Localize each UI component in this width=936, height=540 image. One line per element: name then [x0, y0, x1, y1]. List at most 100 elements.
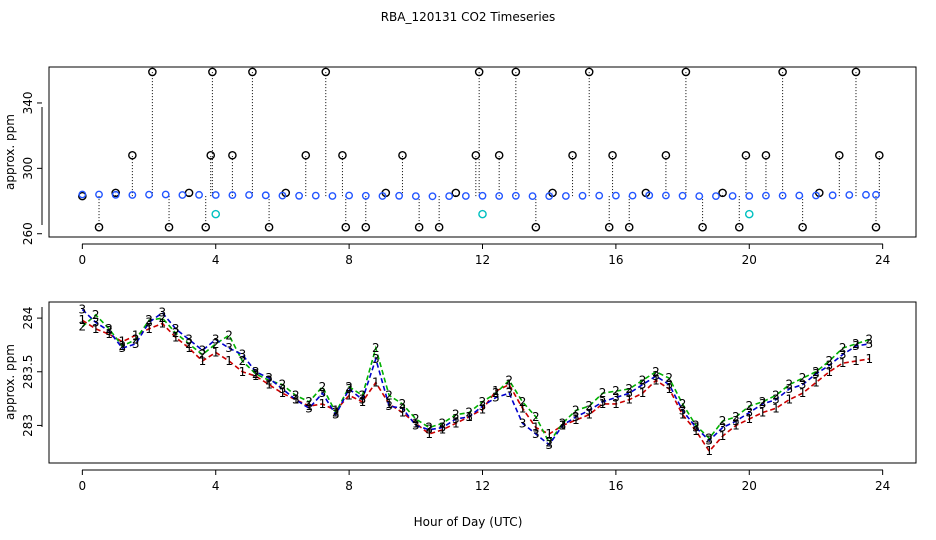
bottom-series-marker-2-9: 3 [199, 343, 207, 357]
bottom-series-marker-2-16: 3 [292, 393, 300, 407]
bottom-series-marker-0-45: 1 [679, 408, 687, 422]
bottom-series-marker-2-43: 3 [652, 369, 660, 383]
bottom-series-marker-2-35: 3 [545, 438, 553, 452]
bottom-series-marker-0-34: 1 [532, 421, 540, 435]
x-tick-label-1-0: 0 [79, 479, 87, 493]
bottom-series-marker-1-33: 2 [519, 395, 527, 409]
bottom-series-marker-0-52: 1 [772, 401, 780, 415]
bottom-series-marker-0-54: 1 [799, 386, 807, 400]
bottom-series-marker-0-51: 1 [759, 406, 767, 420]
bottom-series-line-2 [81, 308, 870, 446]
top-point-0-8 [206, 150, 216, 160]
top-point-1-18 [378, 192, 387, 200]
bottom-series-marker-0-58: 1 [852, 354, 860, 368]
chart-title: RBA_120131 CO2 Timeseries [381, 10, 556, 24]
bottom-series-marker-2-50: 3 [745, 406, 753, 420]
bottom-series-marker-2-59: 3 [865, 337, 873, 351]
top-point-0-27 [511, 67, 521, 77]
bottom-series-marker-0-26: 1 [425, 427, 433, 441]
bottom-series-marker-1-50: 2 [745, 399, 753, 413]
top-point-0-32 [604, 222, 614, 232]
bottom-series-marker-1-52: 2 [772, 388, 780, 402]
bottom-series-marker-0-9: 1 [199, 354, 207, 368]
bottom-series-marker-2-47: 3 [705, 433, 713, 447]
bottom-series-marker-1-54: 2 [799, 371, 807, 385]
top-point-1-27 [528, 192, 537, 201]
bottom-series-marker-2-45: 3 [679, 403, 687, 417]
x-tick-label-0-0: 0 [79, 253, 87, 267]
top-point-1-14 [311, 191, 320, 200]
bottom-series-marker-2-56: 3 [825, 358, 833, 372]
x-tick-label-1-2: 8 [345, 479, 353, 493]
x-tick-label-0-6: 24 [875, 253, 890, 267]
bottom-series-marker-1-35: 2 [545, 436, 553, 450]
top-point-1-34 [645, 191, 654, 200]
y-tick-label-0-2: 340 [21, 92, 35, 115]
top-point-0-20 [398, 150, 407, 160]
bottom-series-marker-2-19: 3 [332, 408, 340, 422]
top-point-1-8 [211, 191, 220, 199]
top-y-ticks: 260 300 340 [21, 92, 42, 245]
bottom-series-marker-1-11: 2 [225, 328, 233, 342]
bottom-series-marker-0-37: 1 [572, 413, 580, 427]
bottom-series-marker-1-16: 2 [292, 388, 300, 402]
top-point-0-11 [248, 67, 257, 77]
bottom-series-marker-1-19: 2 [332, 406, 340, 420]
bottom-series-marker-2-52: 3 [772, 393, 780, 407]
bottom-y-axis-title: approx. ppm [3, 344, 17, 420]
y-tick-label-0-1: 300 [21, 157, 35, 180]
bottom-series-marker-2-32: 3 [505, 386, 513, 400]
bottom-series-marker-1-5: 2 [145, 313, 153, 327]
bottom-series-marker-0-42: 1 [639, 386, 647, 400]
bottom-series-marker-1-45: 2 [679, 397, 687, 411]
bottom-series-marker-1-59: 2 [865, 333, 873, 347]
bottom-series-marker-1-7: 2 [172, 326, 180, 340]
top-point-1-16 [345, 191, 354, 200]
bottom-series-marker-1-30: 2 [479, 395, 487, 409]
bottom-series-marker-1-21: 2 [359, 388, 367, 402]
bottom-series-marker-0-38: 1 [585, 408, 593, 422]
top-point-1-17 [361, 191, 370, 200]
bottom-series-marker-1-36: 2 [559, 416, 567, 430]
top-point-2-1 [478, 209, 487, 219]
x-tick-label-1-6: 24 [875, 479, 890, 493]
top-point-1-3 [128, 191, 137, 199]
bottom-series-marker-2-29: 3 [465, 410, 473, 424]
bottom-series-marker-2-5: 3 [145, 315, 153, 329]
bottom-lines [81, 308, 870, 453]
bottom-series-marker-0-59: 1 [865, 352, 873, 366]
bottom-series-marker-0-36: 1 [559, 418, 567, 432]
bottom-series-marker-1-42: 2 [639, 373, 647, 387]
bottom-series-marker-1-49: 2 [732, 410, 740, 424]
bottom-series-marker-2-17: 3 [305, 401, 313, 415]
bottom-series-marker-1-57: 2 [839, 341, 847, 355]
top-point-0-17 [341, 222, 351, 232]
bottom-series-marker-0-15: 1 [279, 386, 287, 400]
top-point-1-23 [461, 192, 470, 200]
bottom-series-marker-0-24: 1 [399, 406, 407, 420]
top-point-1-32 [611, 191, 620, 200]
top-point-0-23 [451, 188, 461, 198]
bottom-series-marker-1-26: 2 [425, 421, 433, 435]
bottom-series-marker-1-27: 2 [439, 416, 447, 430]
bottom-series-marker-1-32: 2 [505, 373, 513, 387]
bottom-series-marker-1-48: 2 [719, 414, 727, 428]
bottom-series-marker-0-23: 1 [385, 397, 393, 411]
bottom-series-marker-2-12: 3 [239, 348, 247, 362]
bottom-series-marker-0-31: 1 [492, 384, 500, 398]
bottom-series-marker-2-22: 3 [372, 352, 380, 366]
bottom-series-marker-2-44: 3 [665, 378, 673, 392]
bottom-series-marker-1-9: 2 [199, 348, 207, 362]
top-point-0-26 [494, 150, 504, 160]
top-point-1-26 [511, 191, 520, 200]
bottom-series-marker-2-28: 3 [452, 412, 460, 426]
bottom-series-marker-0-57: 1 [839, 356, 847, 370]
top-point-0-9 [208, 67, 217, 77]
bottom-series-marker-2-34: 3 [532, 427, 540, 441]
top-point-0-37 [681, 67, 691, 77]
bottom-series-marker-2-4: 3 [132, 337, 140, 351]
top-point-1-30 [578, 191, 587, 200]
bottom-series-marker-2-14: 3 [265, 371, 273, 385]
top-point-0-28 [531, 222, 541, 232]
bottom-series-marker-0-39: 1 [599, 397, 607, 411]
